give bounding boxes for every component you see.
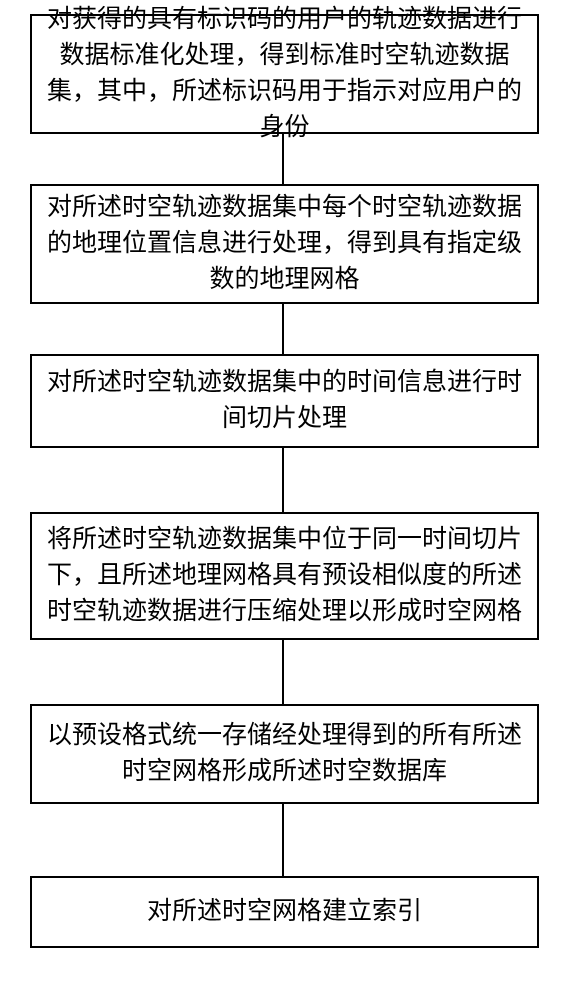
step-box-5: 以预设格式统一存储经处理得到的所有所述时空网格形成所述时空数据库	[30, 704, 539, 804]
connector-5	[282, 804, 284, 876]
step-box-6: 对所述时空网格建立索引	[30, 876, 539, 948]
step-text-2: 对所述时空轨迹数据集中每个时空轨迹数据的地理位置信息进行处理，得到具有指定级数的…	[46, 190, 523, 299]
step-text-6: 对所述时空网格建立索引	[147, 894, 422, 930]
connector-2	[282, 304, 284, 354]
step-text-4: 将所述时空轨迹数据集中位于同一时间切片下，且所述地理网格具有预设相似度的所述时空…	[46, 522, 523, 631]
step-box-4: 将所述时空轨迹数据集中位于同一时间切片下，且所述地理网格具有预设相似度的所述时空…	[30, 512, 539, 640]
step-text-1: 对获得的具有标识码的用户的轨迹数据进行数据标准化处理，得到标准时空轨迹数据集，其…	[46, 2, 523, 147]
step-text-3: 对所述时空轨迹数据集中的时间信息进行时间切片处理	[46, 365, 523, 438]
step-text-5: 以预设格式统一存储经处理得到的所有所述时空网格形成所述时空数据库	[46, 718, 523, 791]
step-box-1: 对获得的具有标识码的用户的轨迹数据进行数据标准化处理，得到标准时空轨迹数据集，其…	[30, 14, 539, 134]
step-box-2: 对所述时空轨迹数据集中每个时空轨迹数据的地理位置信息进行处理，得到具有指定级数的…	[30, 184, 539, 304]
connector-3	[282, 448, 284, 512]
step-box-3: 对所述时空轨迹数据集中的时间信息进行时间切片处理	[30, 354, 539, 448]
connector-1	[282, 134, 284, 184]
connector-4	[282, 640, 284, 704]
flowchart-canvas: 对获得的具有标识码的用户的轨迹数据进行数据标准化处理，得到标准时空轨迹数据集，其…	[0, 0, 569, 1000]
